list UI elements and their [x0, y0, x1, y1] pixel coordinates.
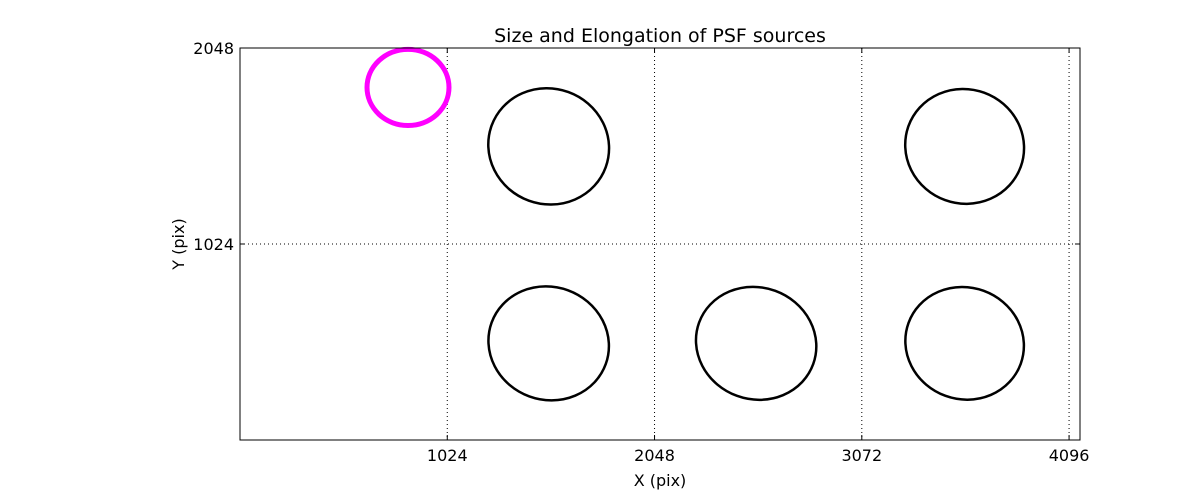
- reference-circle: [364, 46, 452, 129]
- x-tick-label: 3072: [841, 446, 882, 465]
- x-tick-label: 1024: [427, 446, 468, 465]
- y-tick-label: 1024: [193, 235, 234, 254]
- source-ellipses: [364, 46, 1026, 402]
- y-tick-label: 2048: [193, 39, 234, 58]
- psf-source-ellipse: [904, 285, 1026, 401]
- chart-title: Size and Elongation of PSF sources: [494, 25, 826, 47]
- x-tick-label: 2048: [634, 446, 675, 465]
- grid-lines: [240, 48, 1080, 440]
- psf-source-ellipse: [487, 86, 611, 206]
- x-axis-label: X (pix): [634, 471, 687, 490]
- psf-source-ellipse: [487, 285, 611, 402]
- x-tick-label: 4096: [1049, 446, 1090, 465]
- psf-source-ellipse: [903, 87, 1026, 206]
- psf-source-ellipse: [694, 285, 818, 402]
- y-axis-label: Y (pix): [169, 218, 188, 270]
- axis-ticks: 1024 2048 3072 4096 1024 2048: [193, 39, 1089, 465]
